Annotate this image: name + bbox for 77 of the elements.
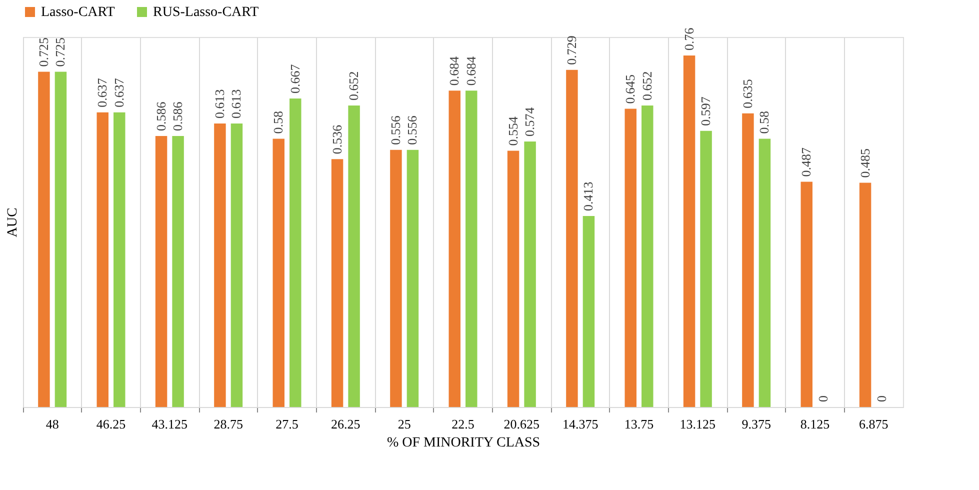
x-tick-label: 20.625 xyxy=(504,416,540,432)
data-label: 0.667 xyxy=(287,64,302,94)
bar xyxy=(390,150,402,407)
bar xyxy=(683,56,696,407)
data-label: 0.684 xyxy=(463,56,478,86)
data-label: 0.556 xyxy=(404,115,420,145)
legend-label: Lasso-CART xyxy=(41,5,116,20)
x-tick-label: 13.75 xyxy=(624,416,654,432)
legend-label: RUS-Lasso-CART xyxy=(153,5,260,20)
bar xyxy=(38,72,50,407)
bar xyxy=(54,72,67,407)
y-axis-title: AUC xyxy=(6,208,20,238)
bar xyxy=(859,182,872,407)
bar xyxy=(290,98,302,407)
bar xyxy=(524,142,536,407)
data-label: 0.487 xyxy=(798,147,814,177)
bar xyxy=(700,130,712,407)
bar xyxy=(172,136,184,407)
bar xyxy=(800,182,812,407)
data-label: 0.536 xyxy=(329,124,344,154)
x-tick-label: 14.375 xyxy=(562,416,598,432)
data-label: 0.637 xyxy=(94,78,110,108)
x-tick-label: 6.875 xyxy=(859,416,888,432)
x-tick-label: 26.25 xyxy=(331,416,360,432)
data-label: 0.635 xyxy=(740,79,755,108)
data-label: 0.586 xyxy=(170,101,186,131)
data-label: 0.556 xyxy=(388,115,403,145)
bar xyxy=(214,123,226,407)
data-label: 0.645 xyxy=(622,74,638,104)
data-label: 0.554 xyxy=(505,116,520,146)
bar xyxy=(348,105,360,407)
bar xyxy=(448,90,460,407)
bar xyxy=(114,112,126,407)
data-label: 0.637 xyxy=(111,78,126,108)
bar xyxy=(624,108,636,407)
data-label: 0.684 xyxy=(446,56,462,86)
bar xyxy=(466,90,478,407)
data-label: 0 xyxy=(874,396,890,402)
data-label: 0.725 xyxy=(36,37,51,67)
bar xyxy=(406,150,419,407)
bar xyxy=(507,150,520,407)
x-tick-label: 43.125 xyxy=(152,416,188,432)
bar xyxy=(758,138,771,407)
data-label: 0.613 xyxy=(212,89,227,118)
x-tick-label: 28.75 xyxy=(214,416,243,432)
x-tick-label: 8.125 xyxy=(800,416,830,432)
bar xyxy=(272,138,284,407)
x-tick-label: 27.5 xyxy=(276,416,298,432)
data-label: 0.729 xyxy=(564,36,579,65)
x-tick-label: 13.125 xyxy=(680,416,716,432)
data-label: 0.586 xyxy=(153,101,168,131)
data-label: 0.574 xyxy=(522,106,538,137)
bar xyxy=(566,70,578,407)
bar xyxy=(742,113,754,407)
x-tick-label: 22.5 xyxy=(452,416,474,432)
data-label: 0.652 xyxy=(346,71,362,100)
x-tick-label: 46.25 xyxy=(96,416,126,432)
data-label: 0.58 xyxy=(270,111,286,134)
data-label: 0.725 xyxy=(52,37,68,67)
bar xyxy=(331,159,344,407)
data-label: 0 xyxy=(815,396,830,402)
data-label: 0.485 xyxy=(857,148,872,178)
data-label: 0.413 xyxy=(580,182,596,211)
data-label: 0.652 xyxy=(639,71,654,100)
bar xyxy=(582,216,595,407)
data-label: 0.76 xyxy=(681,27,696,50)
data-label: 0.613 xyxy=(228,89,244,118)
data-label: 0.597 xyxy=(698,96,714,126)
bar xyxy=(642,105,654,407)
data-label: 0.58 xyxy=(756,111,772,134)
x-tick-label: 25 xyxy=(398,416,411,432)
x-tick-label: 48 xyxy=(46,416,59,432)
bar xyxy=(230,123,243,407)
bar xyxy=(96,112,108,407)
x-tick-label: 9.375 xyxy=(742,416,771,432)
bar xyxy=(155,136,168,407)
x-axis-title: % OF MINORITY CLASS xyxy=(386,436,540,450)
